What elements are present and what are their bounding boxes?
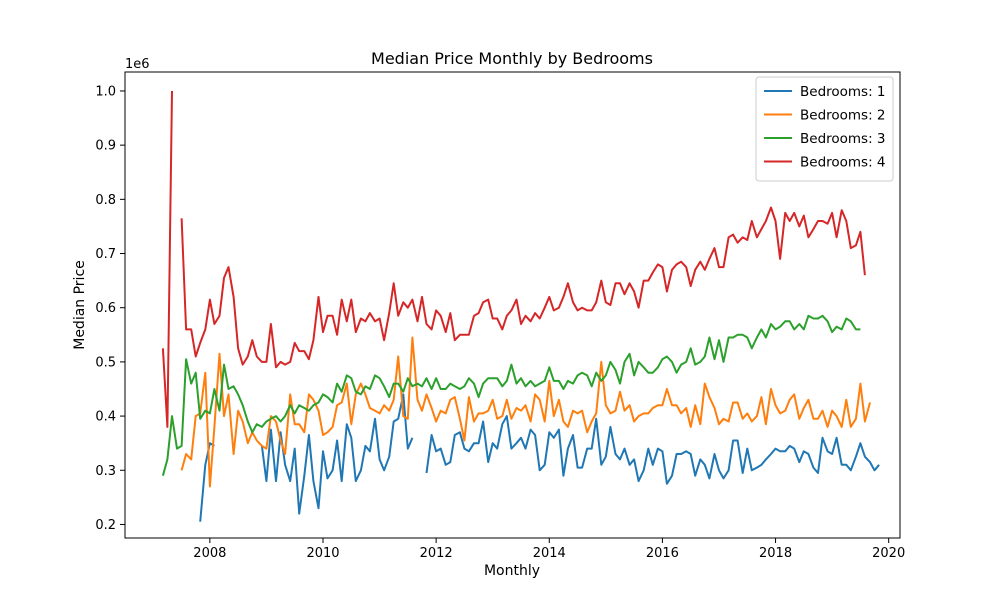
x-tick-label: 2012: [420, 546, 453, 561]
legend-label-bedrooms-3: Bedrooms: 3: [800, 131, 886, 147]
legend-label-bedrooms-2: Bedrooms: 2: [800, 108, 886, 124]
chart-title: Median Price Monthly by Bedrooms: [371, 49, 653, 68]
x-tick-label: 2010: [306, 546, 339, 561]
y-tick-label: 0.2: [95, 518, 116, 533]
y-tick-label: 0.3: [95, 464, 116, 479]
plot-frame: [124, 71, 901, 539]
legend-label-bedrooms-1: Bedrooms: 1: [800, 84, 886, 100]
y-tick-label: 0.9: [95, 139, 116, 154]
y-tick-label: 0.7: [95, 247, 116, 262]
series-line-bedrooms-4: [161, 90, 866, 428]
x-tick-label: 2016: [646, 546, 679, 561]
y-tick-label: 0.6: [95, 301, 116, 316]
series-layer: [161, 90, 880, 522]
y-tick-label: 1.0: [95, 84, 116, 99]
x-axis: 2008 2010 2012 2014 2016 2018 2020: [193, 538, 905, 561]
y-tick-label: 0.5: [95, 355, 116, 370]
y-tick-label: 0.4: [95, 410, 116, 425]
x-axis-label: Monthly: [484, 563, 540, 579]
y-tick-label: 0.8: [95, 193, 116, 208]
y-axis-label: Median Price: [72, 260, 88, 350]
legend-label-bedrooms-4: Bedrooms: 4: [800, 155, 886, 171]
legend: Bedrooms: 1 Bedrooms: 2 Bedrooms: 3 Bedroom…: [755, 76, 894, 182]
series-line-bedrooms-3: [161, 314, 861, 476]
x-tick-label: 2020: [872, 546, 905, 561]
x-tick-label: 2008: [193, 546, 226, 561]
legend-box: [755, 76, 894, 182]
x-tick-label: 2014: [533, 546, 566, 561]
series-line-bedrooms-2: [180, 336, 871, 488]
y-axis-multiplier: 1e6: [125, 57, 150, 72]
y-axis: 0.2 0.3 0.4 0.5 0.6 0.7 0.8 0.9 1.0: [95, 84, 125, 533]
x-tick-label: 2018: [759, 546, 792, 561]
